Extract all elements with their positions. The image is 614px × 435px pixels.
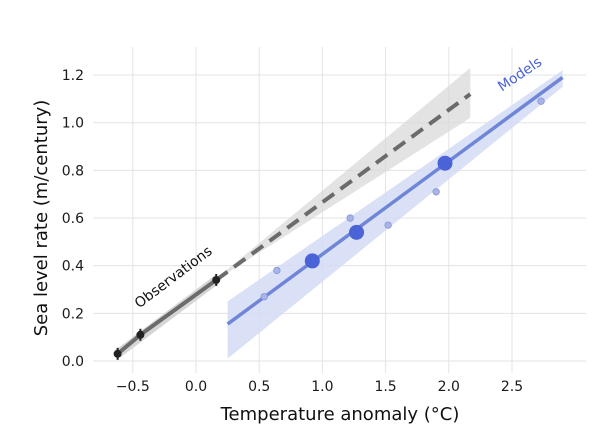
observations-annotation: Observations xyxy=(132,243,216,311)
observation-point xyxy=(212,275,221,284)
y-tick-label: 1.0 xyxy=(62,116,84,132)
model-point-small xyxy=(260,292,268,301)
x-tick-label: 1.0 xyxy=(311,379,333,395)
data-points xyxy=(113,97,545,360)
y-tick-label: 0.6 xyxy=(62,211,84,227)
model-point-large xyxy=(304,253,320,269)
model-point-small xyxy=(273,266,281,275)
model-point-small xyxy=(384,221,392,229)
y-tick-label: 0.2 xyxy=(62,306,84,322)
confidence-bands xyxy=(216,67,563,359)
y-tick-label: 0.0 xyxy=(62,354,84,370)
x-tick-label: 1.5 xyxy=(374,379,396,395)
observations-extrapolation-dashed-line xyxy=(215,92,472,282)
observation-point xyxy=(136,330,145,339)
model-point-small xyxy=(432,188,440,196)
y-tick-label: 0.8 xyxy=(62,163,84,179)
y-tick-label: 0.4 xyxy=(62,259,84,275)
x-tick-label: 2.5 xyxy=(501,379,523,395)
x-tick-label: 2.0 xyxy=(438,379,460,395)
y-axis-label: Sea level rate (m/century) xyxy=(31,100,52,337)
x-axis-label: Temperature anomaly (°C) xyxy=(220,404,460,425)
models-confidence-band xyxy=(227,70,563,359)
models-fit-line xyxy=(226,76,564,326)
x-tick-label: 0.5 xyxy=(248,379,270,395)
model-point-small xyxy=(537,97,545,105)
tick-labels: −0.5 0.0 0.5 1.0 1.5 2.0 2.5 0.0 0.2 0.4 0.6 0.8 1.0… xyxy=(62,68,523,395)
x-tick-label: −0.5 xyxy=(116,379,150,395)
x-tick-label: 0.0 xyxy=(185,379,207,395)
model-point-large xyxy=(437,155,453,171)
y-tick-label: 1.2 xyxy=(62,68,84,84)
grid xyxy=(93,47,586,373)
model-point-large xyxy=(349,224,365,240)
observation-point xyxy=(113,349,122,358)
observations-extrapolation-band xyxy=(216,67,471,280)
model-point-small xyxy=(346,214,354,222)
